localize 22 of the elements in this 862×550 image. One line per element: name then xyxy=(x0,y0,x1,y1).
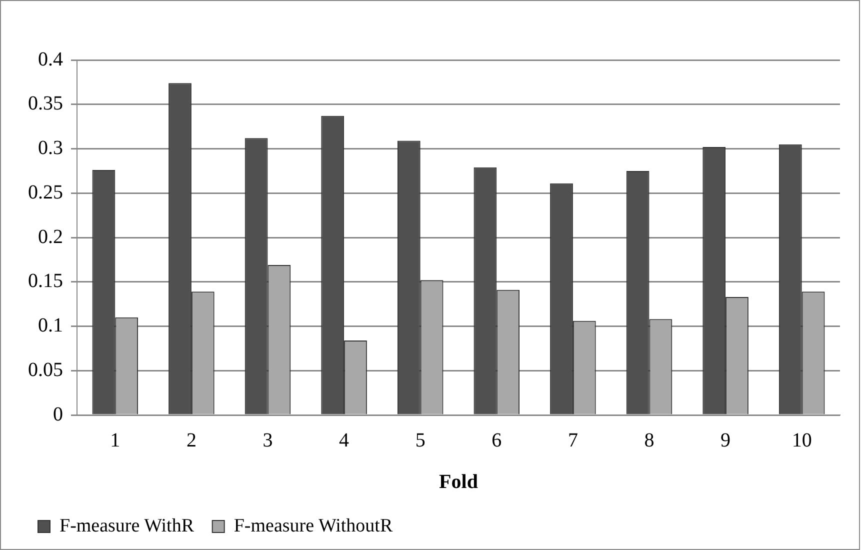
y-tick-label: 0.3 xyxy=(38,137,63,159)
x-tick-label: 7 xyxy=(568,429,578,452)
y-tick-label: 0.15 xyxy=(28,270,63,292)
legend-label: F-measure WithR xyxy=(60,515,194,536)
x-tick-label: 1 xyxy=(110,429,120,452)
x-tick-label: 8 xyxy=(644,429,654,452)
x-tick-label: 3 xyxy=(262,429,273,452)
y-tick-label: 0.05 xyxy=(28,358,63,381)
x-axis-title: Fold xyxy=(439,471,478,494)
y-tick-label: 0.1 xyxy=(38,314,63,336)
y-tick-label: 0.35 xyxy=(28,92,63,115)
legend-label: F-measure WithoutR xyxy=(234,515,393,536)
x-tick-label: 10 xyxy=(792,429,812,452)
y-tick-label: 0.25 xyxy=(28,181,63,204)
x-tick-label: 2 xyxy=(186,429,196,452)
x-tick-label: 5 xyxy=(415,429,426,452)
y-tick-label: 0.2 xyxy=(38,226,63,248)
x-tick-label: 9 xyxy=(720,429,731,452)
y-tick-label: 0 xyxy=(53,403,63,426)
x-tick-label: 4 xyxy=(339,429,350,452)
x-tick-label: 6 xyxy=(492,429,502,452)
y-tick-label: 0.4 xyxy=(38,48,63,70)
